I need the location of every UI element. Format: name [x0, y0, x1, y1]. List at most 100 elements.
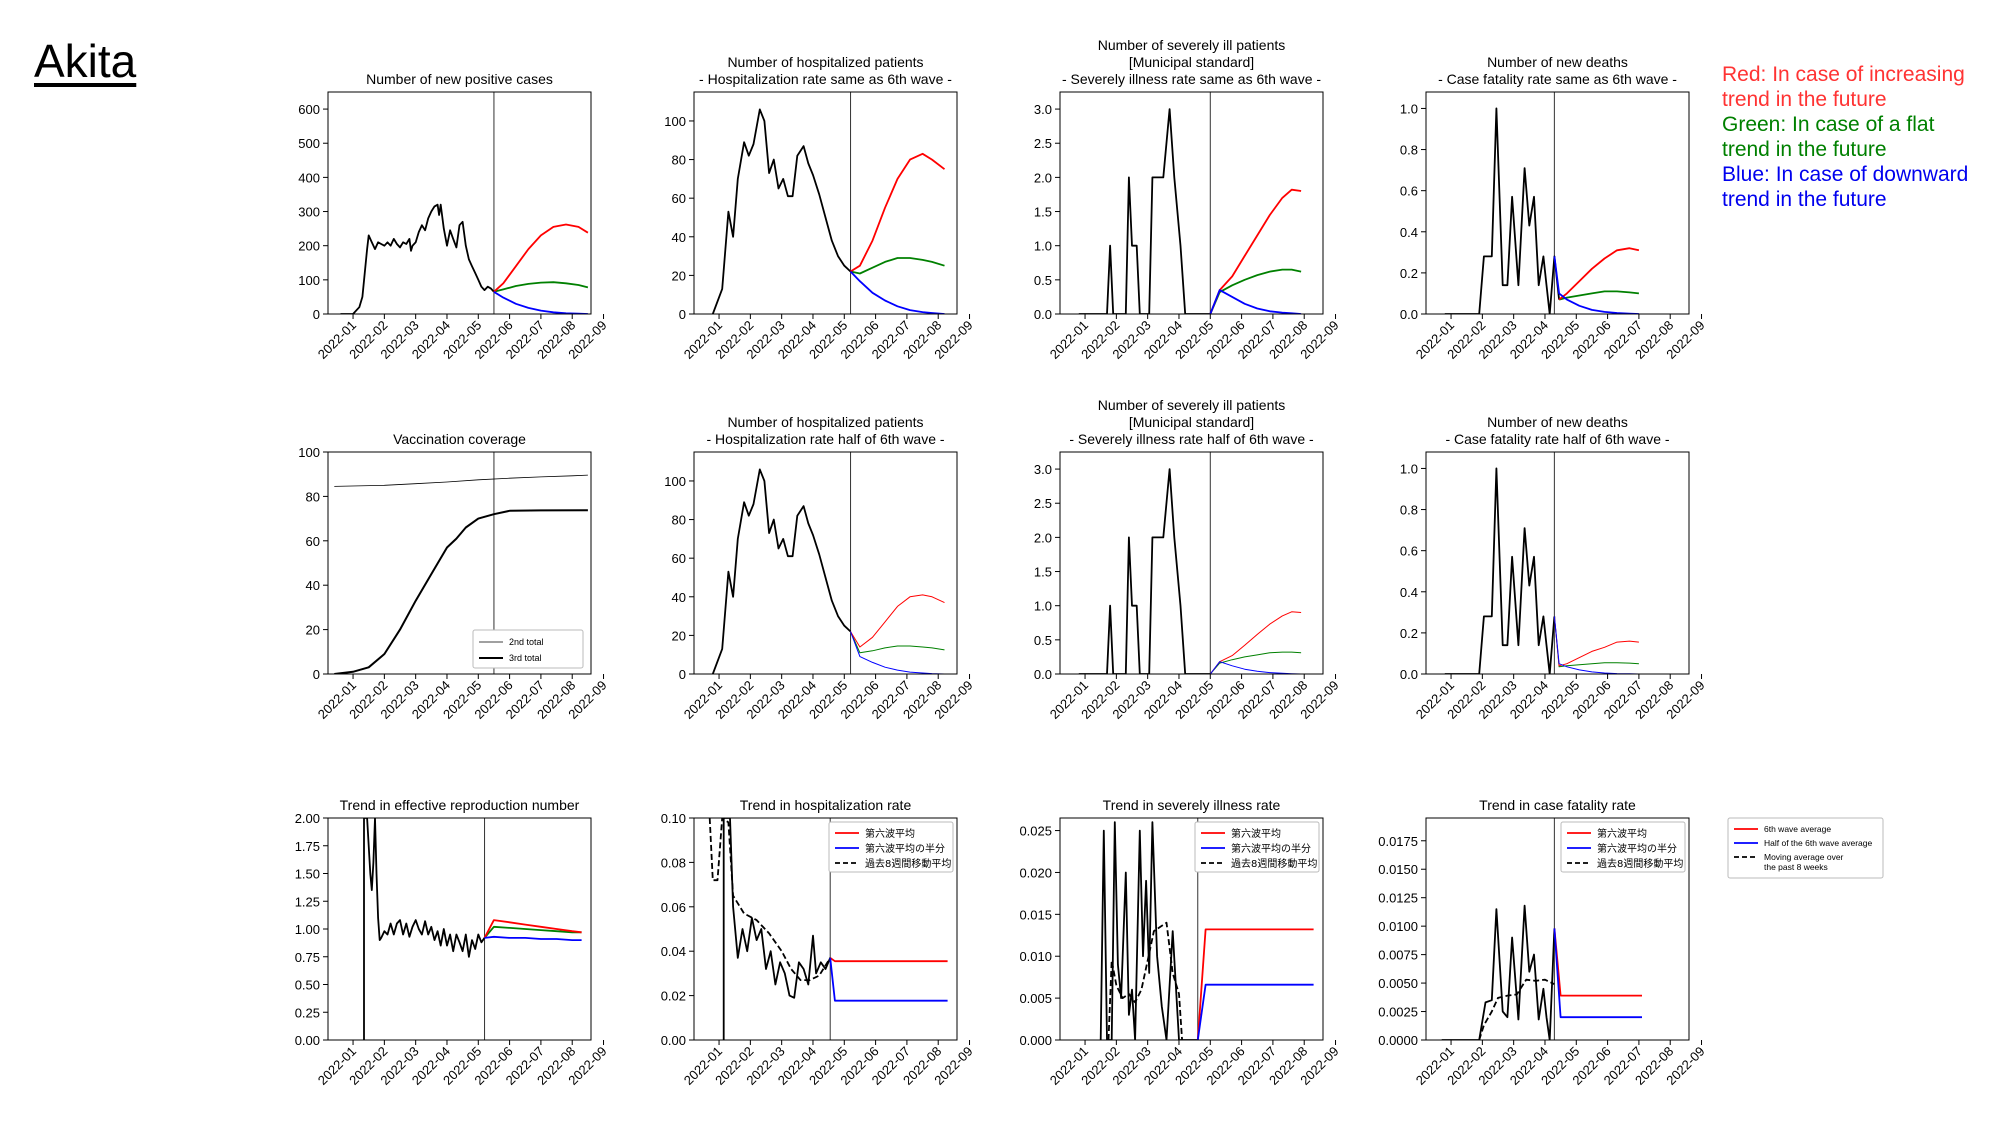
y-tick-label: 0.6	[1400, 544, 1418, 559]
y-tick-label: 0	[313, 667, 320, 682]
chart-title-line: - Severely illness rate same as 6th wave…	[1062, 71, 1321, 87]
y-tick-label: 0.0	[1400, 307, 1418, 322]
y-tick-label: 0.2	[1400, 266, 1418, 281]
rate-legend-label: 第六波平均	[1231, 827, 1281, 840]
y-tick-label: 80	[672, 153, 686, 168]
scenario-line-decrease	[1209, 289, 1302, 314]
y-tick-label: 300	[298, 205, 320, 220]
scenario-line-decrease	[1553, 928, 1642, 1019]
y-tick-label: 3.0	[1034, 462, 1052, 477]
chart-title-line: [Municipal standard]	[1129, 54, 1254, 70]
observed-line	[1078, 468, 1211, 674]
y-tick-label: 0.0	[1034, 667, 1052, 682]
y-tick-label: 1.0	[1400, 101, 1418, 116]
y-tick-label: 0.00	[661, 1033, 686, 1048]
chart-title-line: Number of new deaths	[1487, 414, 1628, 430]
chart-title-line: - Hospitalization rate same as 6th wave …	[699, 71, 952, 87]
y-tick-label: 0.0050	[1378, 976, 1418, 991]
axes-frame	[693, 91, 958, 315]
rate-legend-label: 第六波平均	[865, 827, 915, 840]
y-tick-label: 0.02	[661, 989, 686, 1004]
y-tick-label: 0.4	[1400, 225, 1418, 240]
axes-frame	[327, 451, 592, 675]
y-tick-label: 80	[306, 489, 320, 504]
y-tick-label: 0.025	[1019, 824, 1052, 839]
y-tick-label: 0.04	[661, 944, 686, 959]
axes-frame	[1059, 91, 1324, 315]
moving-average-line	[1478, 978, 1555, 1040]
plot-area	[1444, 452, 1639, 674]
observed-line	[1078, 108, 1211, 314]
observed-line	[711, 108, 852, 314]
chart-deaths_half: Number of new deaths- Case fatality rate…	[1400, 414, 1708, 722]
y-tick-label: 0.8	[1400, 143, 1418, 158]
axes-frame	[1059, 451, 1324, 675]
y-tick-label: 1.0	[1034, 599, 1052, 614]
y-tick-label: 40	[306, 578, 320, 593]
axes-frame	[1425, 91, 1690, 315]
chart-severe_same: Number of severely ill patients[Municipa…	[1034, 37, 1342, 362]
axes-frame	[327, 817, 592, 1041]
y-tick-label: 40	[672, 590, 686, 605]
chart-title-line: Trend in effective reproduction number	[340, 797, 580, 813]
scenario-line-increase	[493, 223, 589, 293]
chart-title-line: Number of severely ill patients	[1098, 397, 1286, 413]
chart-vaccination: Vaccination coverage0204060801002022-012…	[298, 431, 609, 722]
y-tick-label: 500	[298, 136, 320, 151]
y-tick-label: 2.0	[1034, 530, 1052, 545]
scenario-line-decrease	[493, 291, 588, 314]
scenario-legend-increase: Red: In case of increasing trend in the f…	[1722, 63, 1965, 111]
chart-title-line: Number of new deaths	[1487, 54, 1628, 70]
chart-rt: Trend in effective reproduction number 0.…	[295, 797, 610, 1088]
y-tick-label: 0.015	[1019, 907, 1052, 922]
chart-severe_rate: Trend in severely illness rate 0.000 0.005…	[1019, 797, 1341, 1088]
y-tick-label: 1.5	[1034, 565, 1052, 580]
y-tick-label: 0.5	[1034, 273, 1052, 288]
y-tick-label: 60	[672, 551, 686, 566]
observed-line	[711, 468, 852, 674]
observed-line	[722, 818, 832, 1040]
y-tick-label: 1.75	[295, 839, 320, 854]
chart-title-line: Vaccination coverage	[393, 431, 526, 447]
y-tick-label: 1.0	[1034, 239, 1052, 254]
y-tick-label: 0.0	[1034, 307, 1052, 322]
y-tick-label: 0.00	[295, 1033, 320, 1048]
chart-hosp_rate: Trend in hospitalization rate 0.00 0.02 0.0…	[661, 797, 976, 1088]
axes-frame	[1425, 817, 1690, 1041]
chart-fatality_rate: Trend in case fatality rate 0.0000 0.0025 0…	[1378, 797, 1707, 1088]
y-tick-label: 0.5	[1034, 633, 1052, 648]
scenario-line-increase	[850, 152, 946, 273]
rate-legend-english-label: 6th wave average	[1764, 824, 1831, 834]
legend-label-2nd: 2nd total	[509, 637, 544, 647]
y-tick-label: 0.0075	[1378, 948, 1418, 963]
scenario-line-flat	[1209, 651, 1302, 674]
observed-line	[363, 818, 486, 1040]
y-tick-label: 0.0	[1400, 667, 1418, 682]
y-tick-label: 0.005	[1019, 991, 1052, 1006]
y-tick-label: 2.0	[1034, 170, 1052, 185]
series-line-2nd-total	[334, 474, 588, 487]
rate-legend-english: 6th wave average Half of the 6th wave ave…	[1727, 817, 1884, 879]
y-tick-label: 1.25	[295, 894, 320, 909]
axes-frame	[1425, 451, 1690, 675]
scenario-line-decrease	[484, 935, 582, 941]
y-tick-label: 20	[672, 268, 686, 283]
scenario-line-decrease	[849, 270, 945, 314]
chart-hosp_same: Number of hospitalized patients- Hospita…	[664, 54, 975, 362]
y-tick-label: 1.50	[295, 867, 320, 882]
scenario-line-increase	[1209, 611, 1302, 674]
chart-title-line: Number of hospitalized patients	[727, 54, 923, 70]
y-tick-label: 40	[672, 230, 686, 245]
scenario-line-increase	[850, 594, 945, 648]
chart-title-line: Number of severely ill patients	[1098, 37, 1286, 53]
axes-frame	[327, 91, 592, 315]
rate-legend-english-box	[1727, 817, 1884, 879]
y-tick-label: 60	[306, 534, 320, 549]
y-tick-label: 400	[298, 170, 320, 185]
y-tick-label: 0.0025	[1378, 1005, 1418, 1020]
axes-frame	[693, 451, 958, 675]
scenario-line-decrease	[829, 957, 948, 1002]
y-tick-label: 0.0150	[1378, 862, 1418, 877]
y-tick-label: 60	[672, 191, 686, 206]
